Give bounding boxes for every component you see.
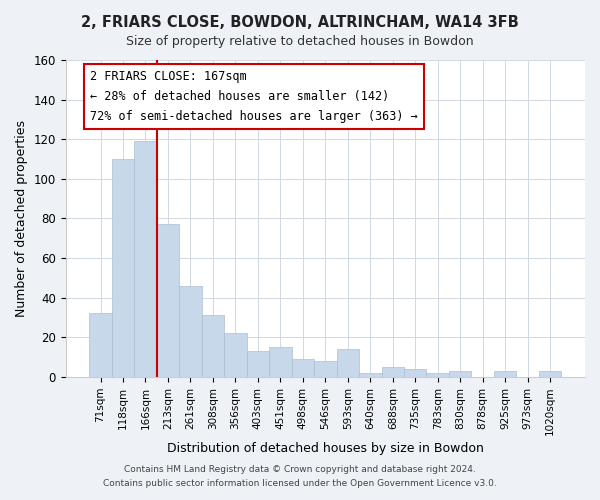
Y-axis label: Number of detached properties: Number of detached properties — [15, 120, 28, 317]
Bar — [157, 224, 179, 377]
Bar — [179, 286, 202, 377]
Bar — [202, 316, 224, 377]
Bar — [269, 347, 292, 377]
Bar — [112, 159, 134, 377]
Bar — [494, 371, 517, 377]
Bar — [224, 334, 247, 377]
Bar — [134, 141, 157, 377]
Bar — [247, 351, 269, 377]
Bar — [449, 371, 472, 377]
Text: 2, FRIARS CLOSE, BOWDON, ALTRINCHAM, WA14 3FB: 2, FRIARS CLOSE, BOWDON, ALTRINCHAM, WA1… — [81, 15, 519, 30]
Bar — [539, 371, 562, 377]
Bar — [314, 361, 337, 377]
Bar — [292, 359, 314, 377]
Bar — [382, 367, 404, 377]
Text: 2 FRIARS CLOSE: 167sqm
← 28% of detached houses are smaller (142)
72% of semi-de: 2 FRIARS CLOSE: 167sqm ← 28% of detached… — [91, 70, 418, 123]
Bar — [359, 373, 382, 377]
Bar — [337, 349, 359, 377]
Text: Contains HM Land Registry data © Crown copyright and database right 2024.
Contai: Contains HM Land Registry data © Crown c… — [103, 466, 497, 487]
Text: Size of property relative to detached houses in Bowdon: Size of property relative to detached ho… — [126, 35, 474, 48]
Bar — [427, 373, 449, 377]
X-axis label: Distribution of detached houses by size in Bowdon: Distribution of detached houses by size … — [167, 442, 484, 455]
Bar — [404, 369, 427, 377]
Bar — [89, 314, 112, 377]
